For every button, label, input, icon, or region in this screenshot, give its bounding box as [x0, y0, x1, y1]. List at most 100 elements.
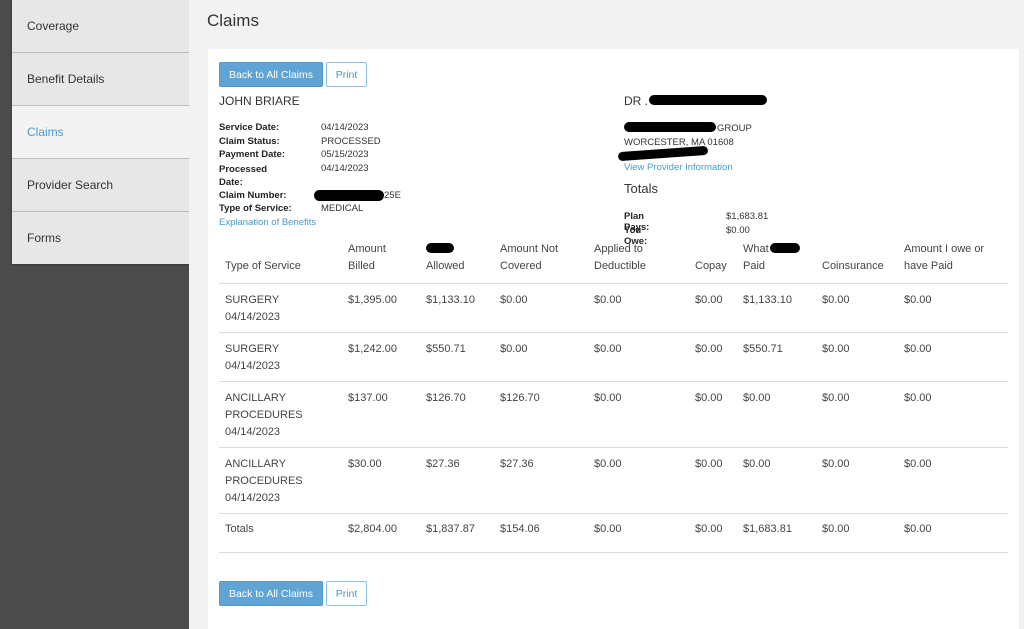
- print-button[interactable]: Print: [326, 581, 367, 606]
- copay-cell: $0.00: [689, 513, 737, 553]
- deductible-cell: $0.00: [588, 381, 689, 448]
- sidebar-item-benefit-details[interactable]: Benefit Details: [12, 53, 189, 106]
- view-provider-information-link[interactable]: View Provider Information: [624, 162, 733, 173]
- allowed-cell: $1,837.87: [420, 513, 494, 553]
- main-content: Claims Back to All Claims Print JOHN BRI…: [189, 0, 1024, 629]
- header-what-paid: What Paid: [737, 241, 816, 284]
- paid-cell: $0.00: [737, 381, 816, 448]
- table-row: ANCILLARY PROCEDURES 04/14/2023 $30.00 $27…: [219, 447, 1008, 514]
- back-to-all-claims-button[interactable]: Back to All Claims: [219, 62, 323, 87]
- deductible-cell: $0.00: [588, 332, 689, 382]
- coinsurance-cell: $0.00: [816, 332, 898, 382]
- provider-address: GROUP WORCESTER, MA 01608: [624, 122, 752, 149]
- payment-date-value: 05/15/2023: [321, 149, 369, 160]
- print-button[interactable]: Print: [326, 62, 367, 87]
- totals-label: Totals: [219, 513, 342, 553]
- explanation-of-benefits-link[interactable]: Explanation of Benefits: [219, 217, 317, 228]
- claims-table: Type of Service Amount Billed Allowed Amo…: [219, 241, 1008, 595]
- allowed-cell: $27.36: [420, 447, 494, 514]
- header-coinsurance: Coinsurance: [822, 260, 884, 272]
- provider-name-prefix: DR .: [624, 94, 648, 108]
- deductible-cell: $0.00: [588, 513, 689, 553]
- redaction-mark: [314, 189, 384, 201]
- not-covered-cell: $27.36: [494, 447, 588, 514]
- header-type-of-service: Type of Service: [225, 260, 301, 272]
- billed-cell: $1,395.00: [342, 283, 420, 333]
- service-cell: SURGERY 04/14/2023: [219, 283, 342, 333]
- table-row: ANCILLARY PROCEDURES 04/14/2023 $137.00 $1…: [219, 381, 1008, 448]
- service-date-value: 04/14/2023: [321, 122, 369, 133]
- patient-name: JOHN BRIARE: [219, 94, 300, 108]
- not-covered-cell: $154.06: [494, 513, 588, 553]
- owe-cell: $0.00: [898, 447, 1008, 514]
- sidebar-item-forms[interactable]: Forms: [27, 231, 61, 245]
- allowed-cell: $1,133.10: [420, 283, 494, 333]
- header-amount-billed: Amount Billed: [348, 243, 386, 272]
- header-amount-owed: Amount I owe or have Paid: [904, 243, 985, 272]
- copay-cell: $0.00: [689, 332, 737, 382]
- owe-cell: $0.00: [898, 381, 1008, 448]
- paid-cell: $0.00: [737, 447, 816, 514]
- plan-pays-value: $1,683.81: [726, 211, 769, 222]
- sidebar: Coverage Benefit Details Claims Provider…: [0, 0, 189, 629]
- billed-cell: $1,242.00: [342, 332, 420, 382]
- copay-cell: $0.00: [689, 381, 737, 448]
- claim-detail-card: Back to All Claims Print JOHN BRIARE Ser…: [208, 49, 1019, 629]
- not-covered-cell: $0.00: [494, 332, 588, 382]
- coinsurance-cell: $0.00: [816, 447, 898, 514]
- service-cell: SURGERY 04/14/2023: [219, 332, 342, 382]
- service-cell: ANCILLARY PROCEDURES 04/14/2023: [219, 381, 342, 448]
- redaction-mark: [624, 122, 716, 132]
- copay-cell: $0.00: [689, 283, 737, 333]
- back-to-all-claims-button[interactable]: Back to All Claims: [219, 581, 323, 606]
- redaction-mark: [649, 95, 767, 105]
- payment-date-label: Payment Date:: [219, 149, 285, 160]
- table-row: SURGERY 04/14/2023 $1,395.00 $1,133.10 $0…: [219, 283, 1008, 333]
- processed-date-value: 04/14/2023: [321, 162, 369, 174]
- allowed-cell: $550.71: [420, 332, 494, 382]
- type-of-service-label: Type of Service:: [219, 203, 292, 214]
- sidebar-item-claims[interactable]: Claims: [12, 106, 189, 159]
- sidebar-nav: Coverage Benefit Details Claims Provider…: [12, 0, 189, 264]
- you-owe-value: $0.00: [726, 224, 750, 236]
- header-applied-to-deductible: Applied to Deductible: [594, 243, 646, 272]
- type-of-service-value: MEDICAL: [321, 203, 364, 214]
- sidebar-item-coverage[interactable]: Coverage: [12, 0, 189, 53]
- billed-cell: $137.00: [342, 381, 420, 448]
- header-copay: Copay: [695, 260, 727, 272]
- billed-cell: $2,804.00: [342, 513, 420, 553]
- redaction-mark: [426, 243, 454, 253]
- sidebar-item-provider-search[interactable]: Provider Search: [12, 159, 189, 212]
- claim-status-value: PROCESSED: [321, 135, 381, 147]
- deductible-cell: $0.00: [588, 447, 689, 514]
- claim-number-label: Claim Number:: [219, 189, 287, 201]
- deductible-cell: $0.00: [588, 283, 689, 333]
- table-row: SURGERY 04/14/2023 $1,242.00 $550.71 $0.0…: [219, 332, 1008, 382]
- header-amount-not-covered: Amount Not Covered: [500, 243, 559, 272]
- page-title: Claims: [207, 11, 259, 30]
- totals-row: Totals $2,804.00 $1,837.87 $154.06 $0.00…: [219, 513, 1008, 553]
- table-header-row: Type of Service Amount Billed Allowed Amo…: [219, 241, 1008, 284]
- coinsurance-cell: $0.00: [816, 381, 898, 448]
- coinsurance-cell: $0.00: [816, 283, 898, 333]
- service-cell: ANCILLARY PROCEDURES 04/14/2023: [219, 447, 342, 514]
- owe-cell: $0.00: [898, 513, 1008, 553]
- redaction-mark: [770, 243, 800, 253]
- paid-cell: $1,683.81: [737, 513, 816, 553]
- copay-cell: $0.00: [689, 447, 737, 514]
- owe-cell: $0.00: [898, 283, 1008, 333]
- service-date-label: Service Date:: [219, 122, 280, 133]
- plan-pays-label: Plan Pays:: [624, 211, 650, 233]
- paid-cell: $550.71: [737, 332, 816, 382]
- provider-city-line: WORCESTER, MA 01608: [624, 136, 734, 148]
- coinsurance-cell: $0.00: [816, 513, 898, 553]
- billed-cell: $30.00: [342, 447, 420, 514]
- provider-group: GROUP: [717, 123, 752, 134]
- owe-cell: $0.00: [898, 332, 1008, 382]
- totals-title: Totals: [624, 181, 658, 196]
- you-owe-label: You Owe:: [624, 224, 648, 247]
- claim-number-value: 25E: [384, 189, 401, 201]
- not-covered-cell: $126.70: [494, 381, 588, 448]
- allowed-cell: $126.70: [420, 381, 494, 448]
- header-allowed: Allowed: [420, 241, 494, 284]
